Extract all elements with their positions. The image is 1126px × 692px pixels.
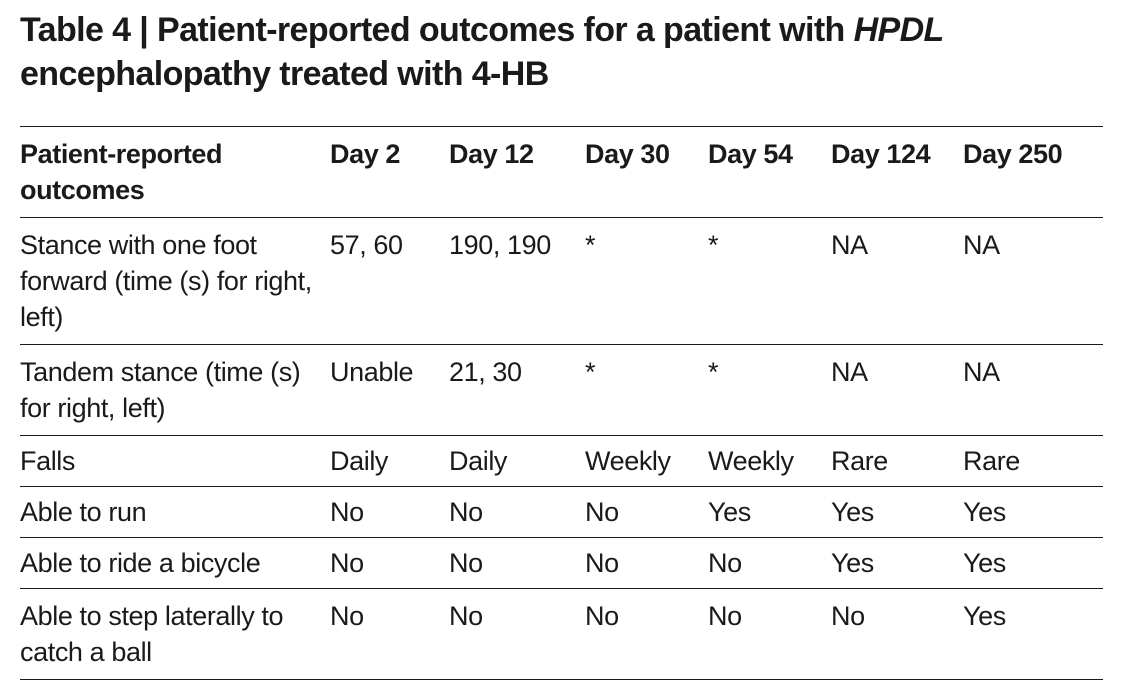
table-cell: * (708, 230, 719, 260)
table-cell: Unable (330, 357, 414, 387)
table-row: Stance with one foot forward (time (s) f… (20, 217, 1103, 345)
header-row: Patient-reported outcomes Day 2 Day 12 D… (20, 127, 1103, 218)
outcomes-table-container: Patient-reported outcomes Day 2 Day 12 D… (20, 126, 1103, 680)
table-row: Tandem stance (time (s) for right, left)… (20, 344, 1103, 436)
table-cell: Yes (831, 497, 874, 527)
table-cell: No (449, 601, 483, 631)
table-cell: 57, 60 (330, 230, 403, 260)
table-cell: NA (831, 230, 868, 260)
table-row: Able to step laterally to catch a ball N… (20, 588, 1103, 680)
table-cell: No (330, 548, 364, 578)
row-label: Stance with one foot forward (time (s) f… (20, 230, 312, 332)
table-cell: No (330, 601, 364, 631)
header-cell-day-12: Day 12 (449, 139, 534, 169)
row-label: Able to run (20, 497, 147, 527)
row-label: Falls (20, 446, 76, 476)
table-header: Patient-reported outcomes Day 2 Day 12 D… (20, 127, 1103, 218)
row-label: Tandem stance (time (s) for right, left) (20, 357, 301, 423)
table-cell: Yes (963, 548, 1006, 578)
table-title-prefix: Table 4 | Patient-reported outcomes for … (20, 11, 854, 49)
table-row: Able to run No No No Yes Yes Yes (20, 486, 1103, 538)
outcomes-table: Patient-reported outcomes Day 2 Day 12 D… (20, 126, 1103, 680)
header-cell-outcome: Patient-reported outcomes (20, 139, 223, 205)
table-cell: No (585, 548, 619, 578)
table-cell: Daily (449, 446, 508, 476)
table-cell: Weekly (585, 446, 671, 476)
table-cell: No (708, 548, 742, 578)
table-cell: Rare (963, 446, 1020, 476)
table-cell: * (585, 230, 596, 260)
table-cell: No (585, 497, 619, 527)
header-cell-day-124: Day 124 (831, 139, 931, 169)
table-cell: 190, 190 (449, 230, 551, 260)
table-cell: No (585, 601, 619, 631)
header-cell-day-30: Day 30 (585, 139, 670, 169)
table-cell: Weekly (708, 446, 794, 476)
table-cell: No (449, 497, 483, 527)
table-cell: * (708, 357, 719, 387)
table-cell: NA (963, 230, 1000, 260)
table-row: Able to ride a bicycle No No No No Yes Y… (20, 537, 1103, 589)
table-cell: NA (831, 357, 868, 387)
table-cell: Yes (963, 601, 1006, 631)
table-cell: No (708, 601, 742, 631)
table-cell: No (831, 601, 865, 631)
row-label: Able to step laterally to catch a ball (20, 601, 284, 667)
table-cell: Yes (708, 497, 751, 527)
table-cell: * (585, 357, 596, 387)
table-cell: Rare (831, 446, 888, 476)
table-title-gene: HPDL (853, 11, 945, 49)
table-cell: Yes (831, 548, 874, 578)
header-cell-day-2: Day 2 (330, 139, 401, 169)
table-cell: No (330, 497, 364, 527)
table-title-suffix: encephalopathy treated with 4-HB (20, 55, 549, 93)
table-body: Stance with one foot forward (time (s) f… (20, 217, 1103, 680)
table-row: Falls Daily Daily Weekly Weekly Rare Rar… (20, 435, 1103, 487)
table-cell: NA (963, 357, 1000, 387)
table-cell: Daily (330, 446, 389, 476)
table-cell: No (449, 548, 483, 578)
table-title: Table 4 | Patient-reported outcomes for … (20, 8, 1110, 96)
header-cell-day-250: Day 250 (963, 139, 1063, 169)
header-cell-day-54: Day 54 (708, 139, 793, 169)
row-label: Able to ride a bicycle (20, 548, 261, 578)
table-cell: Yes (963, 497, 1006, 527)
table-cell: 21, 30 (449, 357, 522, 387)
